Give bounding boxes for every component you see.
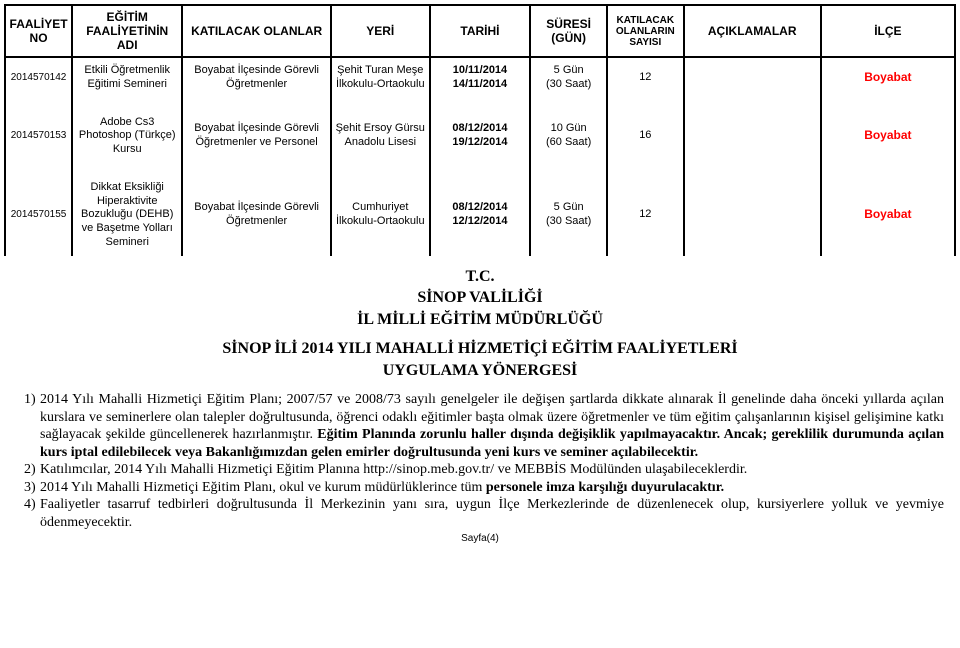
numbered-item: 4)Faaliyetler tasarruf tedbirleri doğrul… bbox=[4, 496, 956, 531]
cell-no: 2014570142 bbox=[5, 57, 72, 98]
cell-att: Boyabat İlçesinde Görevli Öğretmenler ve… bbox=[182, 110, 331, 163]
cell-desc bbox=[684, 175, 821, 256]
col-dur: SÜRESİ (GÜN) bbox=[530, 5, 607, 57]
cell-desc bbox=[684, 110, 821, 163]
cell-cnt: 12 bbox=[607, 57, 684, 98]
cell-loc: Cumhuriyet İlkokulu-Ortaokulu bbox=[331, 175, 430, 256]
col-name: EĞİTİM FAALİYETİNİN ADI bbox=[72, 5, 182, 57]
cell-date: 08/12/201412/12/2014 bbox=[430, 175, 531, 256]
heading-title2: UYGULAMA YÖNERGESİ bbox=[4, 360, 956, 382]
col-il: İLÇE bbox=[821, 5, 955, 57]
item-number: 3) bbox=[4, 479, 40, 497]
cell-desc bbox=[684, 57, 821, 98]
cell-no: 2014570155 bbox=[5, 175, 72, 256]
cell-name: Etkili Öğretmenlik Eğitimi Semineri bbox=[72, 57, 182, 98]
item-text: Faaliyetler tasarruf tedbirleri doğrultu… bbox=[40, 496, 956, 531]
heading-mudurluk: İL MİLLİ EĞİTİM MÜDÜRLÜĞÜ bbox=[4, 309, 956, 331]
cell-name: Dikkat Eksikliği Hiperaktivite Bozukluğu… bbox=[72, 175, 182, 256]
col-no: FAALİYET NO bbox=[5, 5, 72, 57]
col-cnt: KATILACAK OLANLARIN SAYISI bbox=[607, 5, 684, 57]
cell-no: 2014570153 bbox=[5, 110, 72, 163]
item-number: 2) bbox=[4, 461, 40, 479]
col-desc: AÇIKLAMALAR bbox=[684, 5, 821, 57]
table-row: 2014570155Dikkat Eksikliği Hiperaktivite… bbox=[5, 175, 955, 256]
cell-dur: 5 Gün(30 Saat) bbox=[530, 175, 607, 256]
cell-date: 10/11/201414/11/2014 bbox=[430, 57, 531, 98]
table-header-row: FAALİYET NO EĞİTİM FAALİYETİNİN ADI KATI… bbox=[5, 5, 955, 57]
item-text: 2014 Yılı Mahalli Hizmetiçi Eğitim Planı… bbox=[40, 391, 956, 461]
numbered-paragraphs: 1)2014 Yılı Mahalli Hizmetiçi Eğitim Pla… bbox=[4, 391, 956, 531]
table-row: 2014570153Adobe Cs3 Photoshop (Türkçe) K… bbox=[5, 110, 955, 163]
cell-dur: 5 Gün(30 Saat) bbox=[530, 57, 607, 98]
table-spacer-row bbox=[5, 163, 955, 175]
col-loc: YERİ bbox=[331, 5, 430, 57]
cell-att: Boyabat İlçesinde Görevli Öğretmenler bbox=[182, 175, 331, 256]
cell-il: Boyabat bbox=[821, 110, 955, 163]
cell-name: Adobe Cs3 Photoshop (Türkçe) Kursu bbox=[72, 110, 182, 163]
heading-tc: T.C. bbox=[4, 266, 956, 288]
item-text: Katılımcılar, 2014 Yılı Mahalli Hizmetiç… bbox=[40, 461, 956, 479]
cell-il: Boyabat bbox=[821, 57, 955, 98]
activity-table: FAALİYET NO EĞİTİM FAALİYETİNİN ADI KATI… bbox=[4, 4, 956, 256]
table-spacer-row bbox=[5, 98, 955, 110]
numbered-item: 2)Katılımcılar, 2014 Yılı Mahalli Hizmet… bbox=[4, 461, 956, 479]
col-att: KATILACAK OLANLAR bbox=[182, 5, 331, 57]
cell-loc: Şehit Turan Meşe İlkokulu-Ortaokulu bbox=[331, 57, 430, 98]
cell-dur: 10 Gün(60 Saat) bbox=[530, 110, 607, 163]
col-date: TARİHİ bbox=[430, 5, 531, 57]
item-number: 4) bbox=[4, 496, 40, 531]
table-row: 2014570142Etkili Öğretmenlik Eğitimi Sem… bbox=[5, 57, 955, 98]
heading-valilik: SİNOP VALİLİĞİ bbox=[4, 287, 956, 309]
cell-cnt: 12 bbox=[607, 175, 684, 256]
cell-il: Boyabat bbox=[821, 175, 955, 256]
item-number: 1) bbox=[4, 391, 40, 461]
document-headings: T.C. SİNOP VALİLİĞİ İL MİLLİ EĞİTİM MÜDÜ… bbox=[4, 266, 956, 382]
cell-cnt: 16 bbox=[607, 110, 684, 163]
numbered-item: 1)2014 Yılı Mahalli Hizmetiçi Eğitim Pla… bbox=[4, 391, 956, 461]
cell-att: Boyabat İlçesinde Görevli Öğretmenler bbox=[182, 57, 331, 98]
heading-title1: SİNOP İLİ 2014 YILI MAHALLİ HİZMETİÇİ EĞ… bbox=[4, 338, 956, 360]
cell-loc: Şehit Ersoy Gürsu Anadolu Lisesi bbox=[331, 110, 430, 163]
numbered-item: 3)2014 Yılı Mahalli Hizmetiçi Eğitim Pla… bbox=[4, 479, 956, 497]
page-footer: Sayfa(4) bbox=[4, 533, 956, 544]
cell-date: 08/12/201419/12/2014 bbox=[430, 110, 531, 163]
item-text: 2014 Yılı Mahalli Hizmetiçi Eğitim Planı… bbox=[40, 479, 956, 497]
